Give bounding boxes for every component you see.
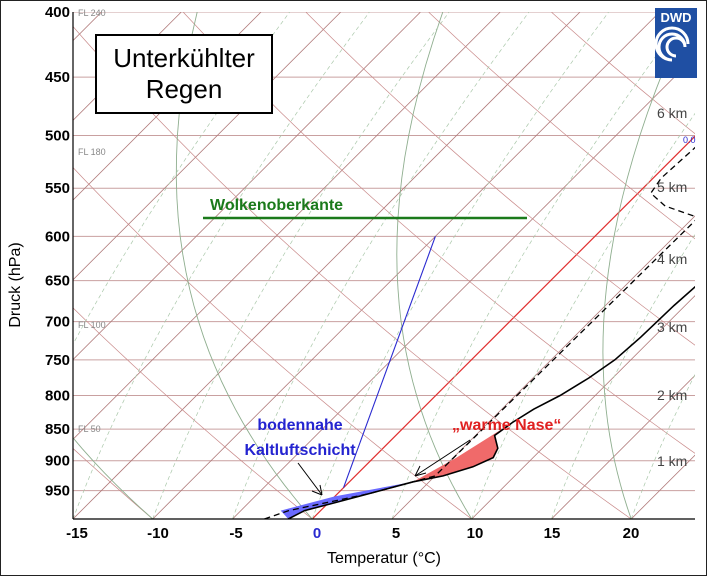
x-tick-label: 20 (623, 525, 640, 542)
mixing-ratio-line (471, 112, 695, 519)
dry-adiabat (73, 448, 153, 519)
y-tick-label: 650 (45, 273, 70, 290)
warm-nose-arrow (414, 439, 471, 477)
mixing-ratio-line (152, 12, 450, 519)
dry-adiabat (73, 25, 632, 519)
mixing-ratio-line (232, 12, 530, 519)
warm-nose-label: „warme Nase“ (452, 417, 561, 434)
flight-level-label: FL 50 (78, 424, 101, 434)
height-label: 2 km (657, 387, 687, 403)
y-axis-label: Druck (hPa) (7, 242, 24, 327)
freezing-ref-line (343, 236, 436, 488)
title-box: Unterkühlter Regen (95, 34, 273, 114)
x-tick-label: 15 (544, 525, 561, 542)
y-tick-label: 600 (45, 228, 70, 245)
height-label: 5 km (657, 179, 687, 195)
y-tick-label: 500 (45, 127, 70, 144)
moist-adiabat (73, 437, 154, 519)
height-label: 1 km (657, 453, 687, 469)
isotherm-line (73, 12, 581, 519)
y-tick-label: 800 (45, 388, 70, 405)
x-tick-label: -15 (66, 525, 88, 542)
swirl-icon (655, 26, 690, 62)
isotherm-line (232, 55, 695, 519)
cold-layer-label-2: Kaltluftschicht (244, 442, 356, 459)
y-tick-label: 700 (45, 314, 70, 331)
y-tick-label: 400 (45, 4, 70, 21)
title-line-1: Unterkühlter (113, 43, 255, 73)
cold-layer-label-1: bodennahe (257, 417, 342, 434)
isotherm-line (73, 12, 421, 361)
dewpoint-profile (264, 146, 695, 519)
x-tick-label: 0 (313, 525, 321, 542)
mixing-ratio-label: 0.0 (683, 135, 696, 145)
flight-level-label: FL 240 (78, 8, 106, 18)
mixing-ratio-line (551, 233, 695, 519)
temperature-profile (287, 285, 695, 519)
y-tick-label: 950 (45, 483, 70, 500)
moist-adiabat (396, 12, 473, 519)
y-tick-label: 450 (45, 69, 70, 86)
cold-layer-arrow (297, 462, 323, 496)
dwd-logo: DWD (655, 8, 697, 78)
x-axis-label: Temperatur (°C) (327, 550, 441, 567)
dry-adiabat (73, 167, 472, 519)
x-tick-label: -5 (229, 525, 242, 542)
height-label: 3 km (657, 319, 687, 335)
isotherm-line (471, 295, 695, 519)
x-tick-label: 5 (392, 525, 400, 542)
y-tick-label: 750 (45, 352, 70, 369)
isotherm-line (311, 135, 695, 519)
mixing-ratio-line (391, 12, 689, 519)
warm-nose-arrowhead (414, 465, 427, 477)
isotherm-line (551, 374, 695, 519)
warm-nose-area (413, 422, 513, 482)
title-line-2: Regen (145, 74, 223, 104)
y-tick-label: 900 (45, 453, 70, 470)
dry-adiabat (305, 12, 695, 346)
dwd-logo-text: DWD (660, 10, 692, 25)
dry-adiabat (428, 12, 695, 240)
y-tick-label: 550 (45, 180, 70, 197)
flight-level-label: FL 180 (78, 147, 106, 157)
y-tick-label: 850 (45, 421, 70, 438)
moist-adiabat (175, 12, 313, 519)
dry-adiabat (73, 307, 313, 519)
mixing-ratio-line (73, 12, 370, 519)
dry-adiabat (182, 12, 695, 454)
isotherm-line (152, 12, 661, 519)
x-tick-label: 10 (467, 525, 484, 542)
x-tick-label: -10 (147, 525, 169, 542)
flight-level-label: FL 100 (78, 320, 106, 330)
height-label: 6 km (657, 105, 687, 121)
height-label: 4 km (657, 251, 687, 267)
isotherm-line (73, 12, 501, 440)
mixing-ratio-line (73, 12, 290, 345)
cold-layer-arrowhead (311, 484, 323, 496)
moist-adiabat (602, 12, 689, 519)
cloud-top-label: Wolkenoberkante (210, 197, 343, 214)
